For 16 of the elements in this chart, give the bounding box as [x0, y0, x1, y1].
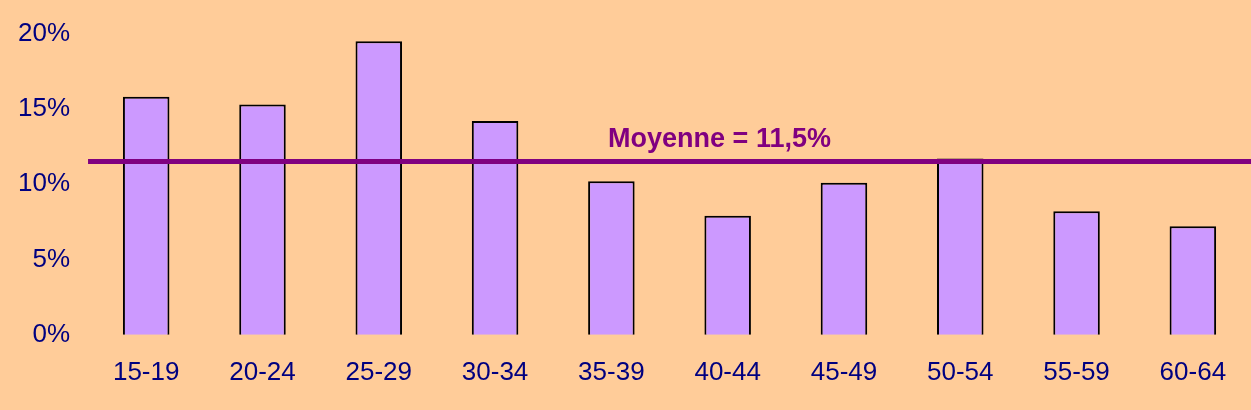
y-tick-label: 5% — [32, 242, 71, 273]
x-tick-label: 15-19 — [112, 355, 180, 386]
x-tick-label: 20-24 — [229, 355, 296, 386]
x-tick-label: 30-34 — [461, 355, 529, 386]
y-tick-label: 10% — [17, 167, 71, 198]
x-tick-label: 45-49 — [810, 355, 878, 386]
y-tick-label: 20% — [17, 16, 71, 47]
x-tick-label: 40-44 — [694, 355, 761, 386]
x-tick-label: 60-64 — [1159, 355, 1227, 386]
x-tick-label: 25-29 — [345, 355, 413, 386]
x-tick-label: 55-59 — [1043, 355, 1110, 386]
x-tick-label: 35-39 — [578, 355, 645, 386]
x-tick-label: 50-54 — [927, 355, 994, 386]
y-tick-label: 15% — [17, 92, 71, 123]
ref-line-label: Moyenne = 11,5% — [608, 122, 831, 153]
y-tick-label: 0% — [32, 317, 71, 348]
